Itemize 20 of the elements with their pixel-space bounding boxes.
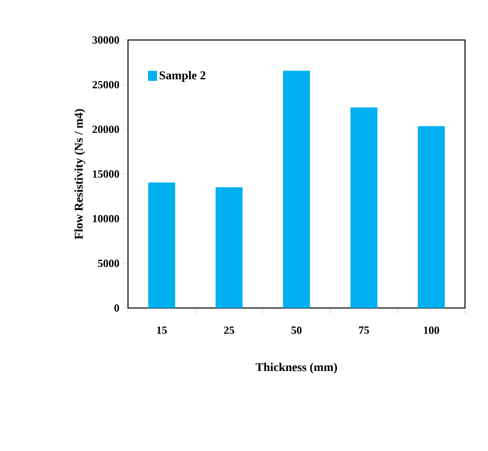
y-tick-label: 10000 — [92, 214, 120, 222]
bar — [418, 126, 445, 308]
x-tick-label: 15 — [157, 326, 167, 334]
y-tick-label: 0 — [114, 304, 120, 312]
y-tick-label: 25000 — [92, 80, 120, 88]
x-tick-label: 75 — [359, 326, 369, 334]
x-tick-label: 25 — [224, 326, 234, 334]
y-tick-label: 5000 — [98, 260, 120, 268]
x-tick-label: 50 — [291, 326, 302, 334]
y-tick-label: 15000 — [92, 170, 120, 178]
x-tick-label: 100 — [424, 326, 440, 334]
legend-label: Sample 2 — [160, 70, 206, 82]
x-axis-title: Thickness (mm) — [256, 362, 337, 374]
bar — [283, 70, 310, 308]
y-tick-label: 20000 — [92, 126, 120, 134]
bar — [148, 182, 176, 308]
bar — [350, 107, 378, 308]
bar — [216, 187, 243, 308]
y-axis-title: Flow Resistivity (Ns / m4) — [74, 109, 86, 240]
y-tick-label: 30000 — [92, 36, 120, 44]
